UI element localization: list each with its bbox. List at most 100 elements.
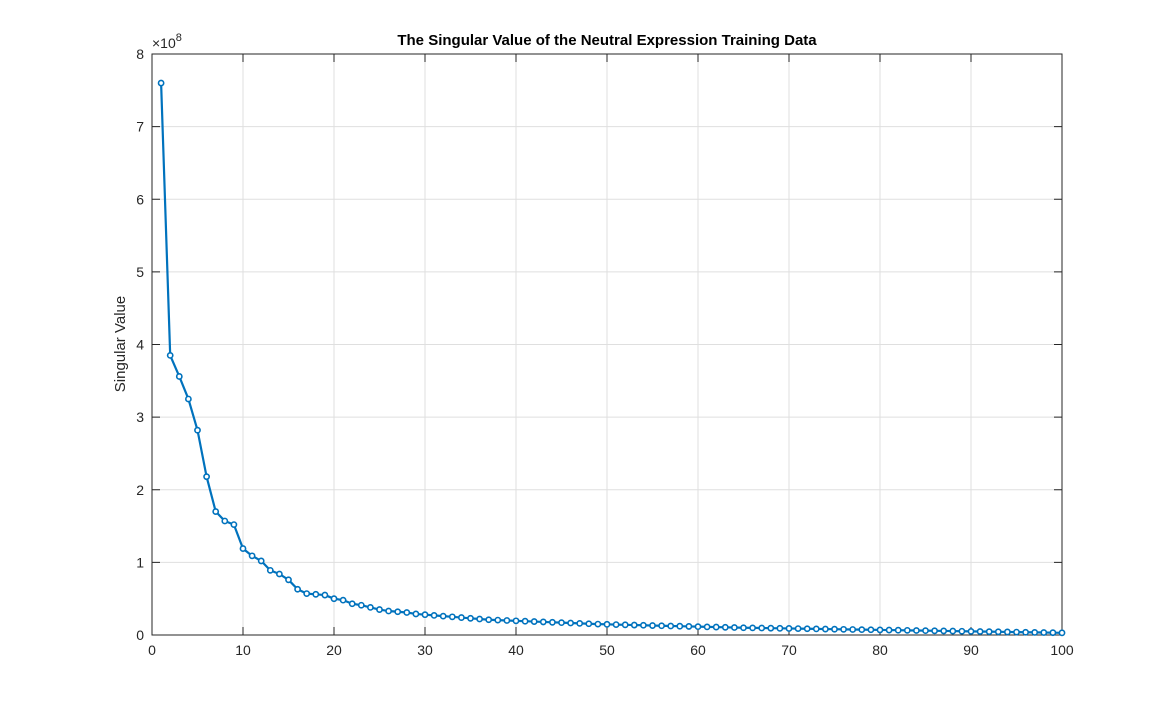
x-tick-label: 90 — [963, 642, 979, 658]
data-point — [849, 626, 857, 633]
data-point — [476, 615, 483, 623]
data-point — [266, 566, 274, 574]
data-point — [1022, 628, 1029, 636]
data-point — [1013, 628, 1020, 636]
x-tick-labels: 0 10 20 30 40 50 60 70 80 90 100 — [148, 642, 1074, 658]
data-point — [485, 616, 493, 624]
data-point — [366, 604, 374, 611]
data-point — [1004, 628, 1011, 636]
data-point — [539, 618, 547, 626]
data-point — [649, 622, 656, 629]
data-point — [803, 625, 811, 633]
data-point — [567, 619, 574, 627]
data-point — [285, 576, 292, 584]
data-point — [885, 626, 893, 634]
data-point — [676, 622, 684, 630]
data-point — [712, 623, 720, 631]
data-point — [221, 517, 229, 525]
data-point — [976, 628, 984, 635]
data-point — [812, 625, 820, 633]
data-point — [294, 585, 301, 593]
data-point — [448, 613, 456, 621]
data-point — [858, 626, 866, 634]
data-point — [303, 590, 311, 597]
data-point — [512, 617, 520, 625]
data-point — [558, 619, 565, 627]
data-point — [212, 508, 220, 515]
data-point — [421, 611, 429, 619]
data-point — [640, 621, 647, 629]
y-exponent-label: ×108 — [152, 32, 182, 51]
data-point — [194, 426, 201, 434]
y-axis-label: Singular Value — [112, 296, 129, 392]
y-tick-label: 1 — [136, 554, 144, 570]
data-point — [985, 628, 993, 636]
chart-title: The Singular Value of the Neutral Expres… — [397, 32, 817, 49]
data-point — [321, 591, 329, 599]
data-point — [958, 627, 966, 635]
x-tick-label: 50 — [599, 642, 615, 658]
series-line — [160, 83, 1063, 634]
data-point — [376, 606, 383, 613]
data-point — [157, 79, 165, 87]
x-tick-label: 20 — [326, 642, 342, 658]
data-point — [594, 620, 602, 628]
data-point — [994, 628, 1002, 636]
data-point — [931, 627, 938, 635]
data-point — [230, 521, 238, 529]
data-point — [940, 627, 948, 635]
data-point — [348, 600, 356, 608]
y-exponent-power: 8 — [176, 32, 182, 44]
data-point — [1040, 629, 1048, 636]
data-point — [576, 619, 584, 627]
data-point — [894, 626, 902, 634]
data-point — [740, 624, 747, 632]
data-point — [521, 617, 529, 625]
data-point — [949, 627, 957, 635]
data-point — [394, 608, 402, 616]
data-point — [403, 609, 411, 616]
y-tick-label: 2 — [136, 482, 144, 498]
data-point — [385, 607, 392, 615]
data-point — [776, 624, 784, 632]
data-point — [175, 373, 183, 380]
data-point — [275, 570, 283, 578]
data-point — [412, 610, 420, 618]
data-point — [831, 625, 838, 633]
data-point — [731, 624, 738, 631]
data-point — [685, 623, 693, 630]
data-point — [694, 623, 702, 631]
data-point — [549, 618, 556, 626]
data-point — [530, 618, 538, 625]
data-point — [658, 622, 665, 630]
x-tick-label: 70 — [781, 642, 797, 658]
data-point — [330, 595, 338, 603]
data-point — [621, 621, 629, 629]
data-point — [913, 627, 920, 634]
x-tick-label: 0 — [148, 642, 156, 658]
y-exponent-base: ×10 — [152, 35, 176, 51]
data-point — [1058, 629, 1066, 637]
data-point — [1049, 629, 1057, 637]
x-tick-label: 10 — [235, 642, 251, 658]
data-point — [603, 620, 611, 628]
y-tick-label: 0 — [136, 627, 144, 643]
data-point — [203, 473, 210, 481]
data-point — [758, 624, 766, 632]
data-point — [239, 545, 247, 552]
data-point — [749, 624, 756, 632]
data-point — [767, 624, 775, 632]
y-tick-label: 7 — [136, 119, 144, 135]
data-point — [721, 623, 729, 631]
data-point — [457, 614, 465, 621]
data-point — [248, 552, 256, 560]
data-point — [430, 611, 438, 619]
y-tick-label: 3 — [136, 409, 144, 425]
data-point — [357, 601, 365, 609]
x-tick-label: 80 — [872, 642, 888, 658]
data-point — [1031, 628, 1039, 636]
data-point — [822, 625, 829, 633]
grid-lines — [152, 54, 1062, 635]
data-point — [876, 626, 884, 634]
x-tick-label: 60 — [690, 642, 706, 658]
